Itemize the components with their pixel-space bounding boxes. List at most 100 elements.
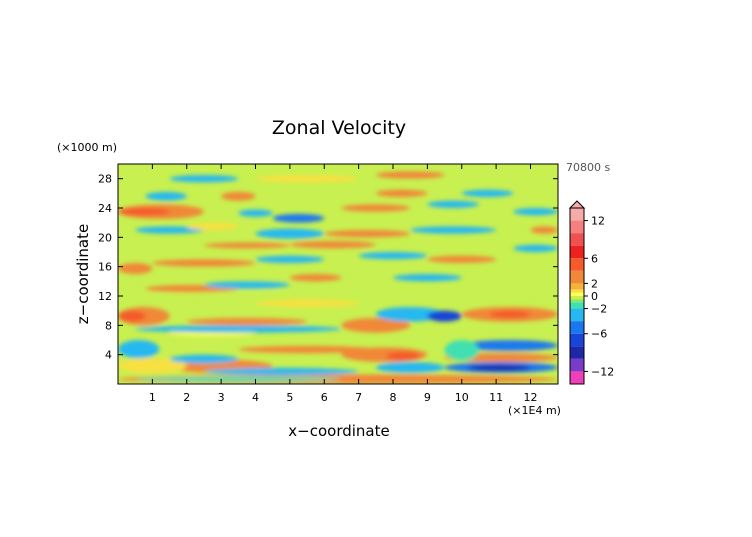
colorbar-segment: [570, 299, 584, 303]
velocity-band: [427, 255, 497, 263]
colorbar-segment: [570, 292, 584, 296]
x-tick-label: 6: [321, 391, 328, 404]
velocity-band: [324, 230, 411, 238]
colorbar-segment: [570, 220, 584, 234]
colorbar-segment: [570, 283, 584, 290]
colorbar-segment: [570, 289, 584, 293]
y-tick-label: 16: [98, 261, 112, 274]
velocity-band: [255, 228, 325, 239]
colorbar-segment: [570, 308, 584, 322]
time-label: 70800 s: [566, 161, 610, 174]
velocity-band: [169, 175, 239, 183]
y-tick-label: 24: [98, 202, 112, 215]
x-tick-label: 2: [183, 391, 190, 404]
y-tick-label: 28: [98, 173, 112, 186]
x-tick-label: 10: [455, 391, 469, 404]
velocity-band: [461, 340, 558, 351]
colorbar-segment: [570, 233, 584, 246]
velocity-band: [444, 340, 479, 361]
x-tick-label: 3: [218, 391, 225, 404]
velocity-band: [530, 226, 558, 234]
velocity-band: [255, 299, 359, 308]
y-axis: 4 8 12 16 20 24 28: [98, 173, 558, 362]
velocity-band: [186, 318, 308, 326]
colorbar-tick-label: 0: [591, 290, 598, 303]
velocity-band: [203, 281, 290, 289]
color-scale-legend: 12 6 20−2 −6 −12: [568, 200, 614, 385]
colorbar-segment: [570, 302, 584, 309]
plot-frame: [117, 163, 559, 385]
colorbar-segment: [570, 258, 584, 271]
colorbar-segment: [570, 208, 584, 221]
velocity-band: [255, 255, 325, 263]
velocity-band: [427, 200, 479, 208]
velocity-band: [461, 189, 514, 197]
velocity-band: [203, 367, 359, 376]
chart-title: Zonal Velocity: [272, 117, 406, 139]
velocity-band: [169, 354, 239, 364]
velocity-band: [375, 362, 445, 373]
velocity-band: [393, 274, 462, 282]
colorbar-tick-label: 2: [591, 277, 598, 290]
velocity-band: [118, 340, 160, 359]
colorbar-tick-label: −12: [591, 365, 614, 378]
velocity-band: [410, 226, 497, 234]
colorbar-segment: [570, 371, 584, 384]
velocity-band: [221, 191, 256, 201]
velocity-band: [375, 307, 445, 322]
velocity-band: [289, 241, 376, 249]
velocity-band: [135, 376, 342, 382]
velocity-band: [341, 318, 411, 333]
velocity-band: [489, 310, 531, 319]
velocity-band: [238, 345, 376, 354]
velocity-band: [427, 310, 462, 322]
x-tick-label: 1: [149, 391, 156, 404]
x-tick-label: 7: [355, 391, 362, 404]
x-tick-label: 5: [286, 391, 293, 404]
y-axis-title: z−coordinate: [74, 224, 92, 324]
velocity-band: [135, 226, 204, 234]
y-tick-label: 12: [98, 290, 112, 303]
velocity-band: [375, 189, 428, 197]
velocity-band-group: [118, 171, 558, 384]
y-tick-label: 8: [105, 319, 112, 332]
colorbar-segment: [570, 358, 584, 372]
velocity-band: [272, 213, 325, 223]
velocity-band: [468, 364, 531, 371]
x-tick-label: 8: [390, 391, 397, 404]
velocity-band: [118, 292, 558, 298]
velocity-band: [203, 242, 290, 249]
colorbar-segment: [570, 333, 584, 347]
y-tick-label: 20: [98, 231, 112, 244]
x-tick-label: 9: [424, 391, 431, 404]
colorbar-tick-label: 12: [591, 215, 605, 228]
y-tick-label: 4: [105, 349, 112, 362]
colorbar-tick-label: 6: [591, 252, 598, 265]
velocity-band: [341, 204, 411, 212]
colorbar-segment: [570, 270, 584, 284]
x-axis-units: (×1E4 m): [508, 404, 561, 417]
velocity-band: [135, 325, 342, 333]
velocity-band: [152, 259, 256, 267]
colorbar-tick-label: −6: [591, 328, 607, 341]
colorbar-segment: [570, 346, 584, 359]
velocity-field: [118, 171, 558, 384]
velocity-band: [118, 310, 146, 322]
velocity-band: [358, 252, 428, 260]
x-tick-label: 4: [252, 391, 259, 404]
velocity-band: [386, 351, 421, 361]
velocity-band: [118, 208, 170, 216]
x-axis: 1 2 3 4 5 6 7 8 9 10 11 12: [149, 164, 538, 404]
colorbar-segment: [570, 245, 584, 259]
y-axis-units: (×1000 m): [57, 141, 117, 154]
velocity-band: [289, 274, 342, 282]
velocity-band: [186, 222, 239, 230]
colorbar-over-arrow: [568, 200, 586, 209]
velocity-band: [118, 263, 153, 274]
plot-area: [117, 163, 559, 385]
velocity-band: [145, 191, 187, 201]
velocity-band: [238, 209, 273, 217]
velocity-band: [375, 171, 445, 179]
